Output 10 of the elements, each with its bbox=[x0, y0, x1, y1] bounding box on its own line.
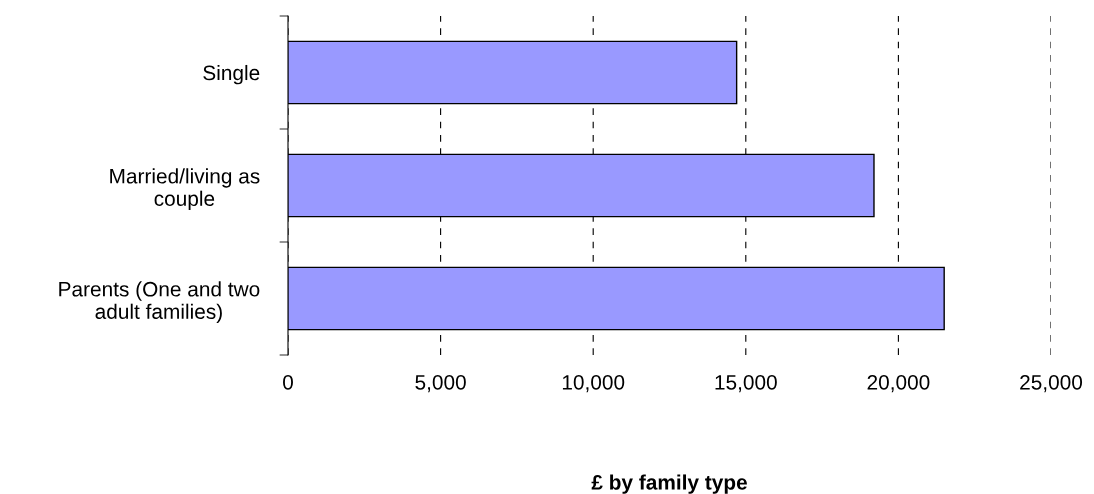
y-tick-label: Single bbox=[203, 64, 260, 85]
x-tick-label: 20,000 bbox=[867, 374, 930, 393]
x-axis-title: £ by family type bbox=[591, 474, 747, 494]
x-tick-label: 10,000 bbox=[562, 374, 625, 393]
y-tick-label: Parents (One and two adult families) bbox=[59, 281, 260, 324]
x-tick-label: 15,000 bbox=[715, 374, 777, 393]
x-tick-label: 25,000 bbox=[1020, 374, 1083, 393]
y-tick-label: Married/living as couple bbox=[110, 168, 260, 211]
x-tick-label: 0 bbox=[283, 374, 293, 390]
x-tick-label: 5,000 bbox=[415, 374, 466, 393]
